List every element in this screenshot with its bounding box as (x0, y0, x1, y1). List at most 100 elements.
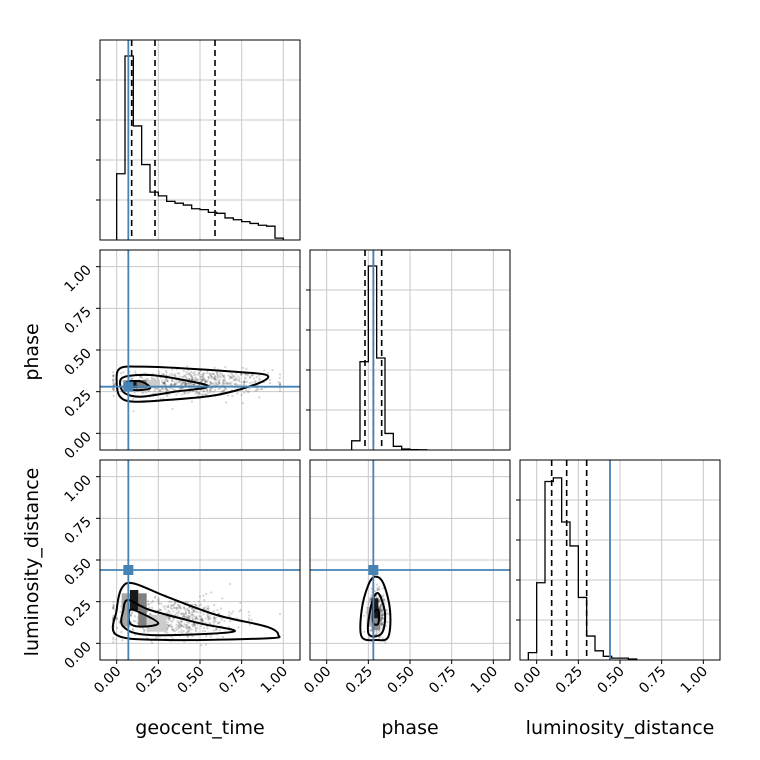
sample-point (251, 373, 254, 377)
sample-point (248, 614, 251, 617)
sample-point (248, 623, 252, 626)
sample-point (207, 605, 210, 608)
sample-point (180, 612, 183, 615)
sample-point (197, 372, 201, 375)
sample-point (190, 377, 194, 380)
sample-point (192, 622, 195, 626)
sample-point (210, 374, 213, 378)
sample-point (193, 623, 196, 627)
sample-point (199, 375, 202, 379)
sample-point (112, 378, 115, 381)
sample-point (254, 380, 257, 384)
sample-point (177, 627, 180, 630)
sample-point (213, 389, 217, 392)
sample-point (194, 610, 197, 613)
sample-point (156, 378, 159, 381)
sample-point (206, 379, 209, 382)
sample-point (234, 382, 238, 385)
sample-point (376, 589, 379, 592)
sample-point (385, 624, 388, 628)
sample-point (130, 378, 133, 381)
sample-point (162, 373, 165, 376)
sample-point (212, 621, 215, 624)
sample-point (380, 623, 383, 626)
sample-point (171, 628, 174, 631)
sample-point (166, 626, 169, 629)
sample-point (177, 603, 180, 606)
sample-point (112, 601, 115, 604)
sample-point (200, 380, 203, 383)
sample-point (206, 381, 209, 384)
sample-point (370, 593, 373, 597)
sample-point (153, 378, 156, 381)
sample-point (157, 601, 160, 604)
sample-point (380, 613, 384, 617)
sample-point (191, 378, 194, 381)
sample-point (192, 383, 195, 386)
sample-point (163, 381, 166, 384)
sample-point (183, 606, 186, 609)
sample-point (152, 377, 155, 380)
sample-point (176, 625, 179, 628)
sample-point (167, 617, 170, 620)
sample-point (184, 383, 187, 387)
sample-point (208, 377, 211, 380)
sample-point (381, 613, 385, 616)
sample-point (209, 617, 212, 620)
contour-line (111, 581, 281, 642)
y-tick-label: 0.00 (61, 639, 94, 672)
x-axis-label-geocent-time: geocent_time (135, 717, 264, 739)
sample-point (191, 607, 194, 611)
sample-point (168, 624, 171, 627)
sample-point (182, 630, 185, 633)
sample-point (379, 619, 383, 622)
sample-point (222, 375, 225, 378)
sample-point (174, 613, 177, 617)
sample-point (375, 633, 378, 636)
sample-point (119, 610, 122, 614)
x-axis-label-luminosity-distance: luminosity_distance (526, 717, 715, 739)
sample-point (368, 598, 372, 601)
sample-point (188, 625, 191, 629)
sample-point (224, 380, 227, 383)
sample-point (165, 371, 168, 374)
sample-point (203, 379, 206, 382)
sample-point (212, 623, 215, 626)
sample-point (221, 635, 224, 639)
sample-point (223, 387, 226, 391)
sample-point (168, 610, 171, 613)
sample-point (174, 383, 177, 386)
sample-point (218, 621, 221, 624)
sample-point (201, 619, 204, 622)
sample-point (277, 381, 280, 384)
sample-point (378, 606, 381, 609)
sample-point (162, 605, 165, 608)
scatter-panel-phase-vs-geocent-time: 0.00 0.25 0.50 0.75 1.00 (61, 249, 301, 462)
sample-point (134, 370, 137, 373)
sample-point (179, 380, 182, 384)
sample-point (167, 624, 171, 627)
sample-point (120, 630, 123, 634)
sample-point (226, 382, 230, 385)
sample-point (159, 390, 162, 393)
sample-point (211, 375, 214, 378)
sample-point (185, 615, 188, 618)
sample-point (187, 616, 190, 620)
sample-point (382, 612, 385, 615)
density-cell (146, 380, 160, 389)
sample-point (228, 381, 232, 385)
sample-point (187, 610, 191, 613)
sample-point (380, 605, 383, 608)
sample-point (378, 631, 381, 634)
sample-point (231, 395, 234, 398)
sample-point (243, 391, 246, 394)
sample-point (184, 382, 187, 386)
sample-point (205, 608, 208, 611)
x-tick-label: 1.00 (678, 664, 711, 697)
sample-point (191, 378, 194, 381)
sample-point (224, 366, 227, 369)
sample-point (195, 390, 198, 393)
sample-point (212, 603, 216, 607)
sample-point (250, 618, 253, 622)
sample-point (204, 380, 208, 383)
